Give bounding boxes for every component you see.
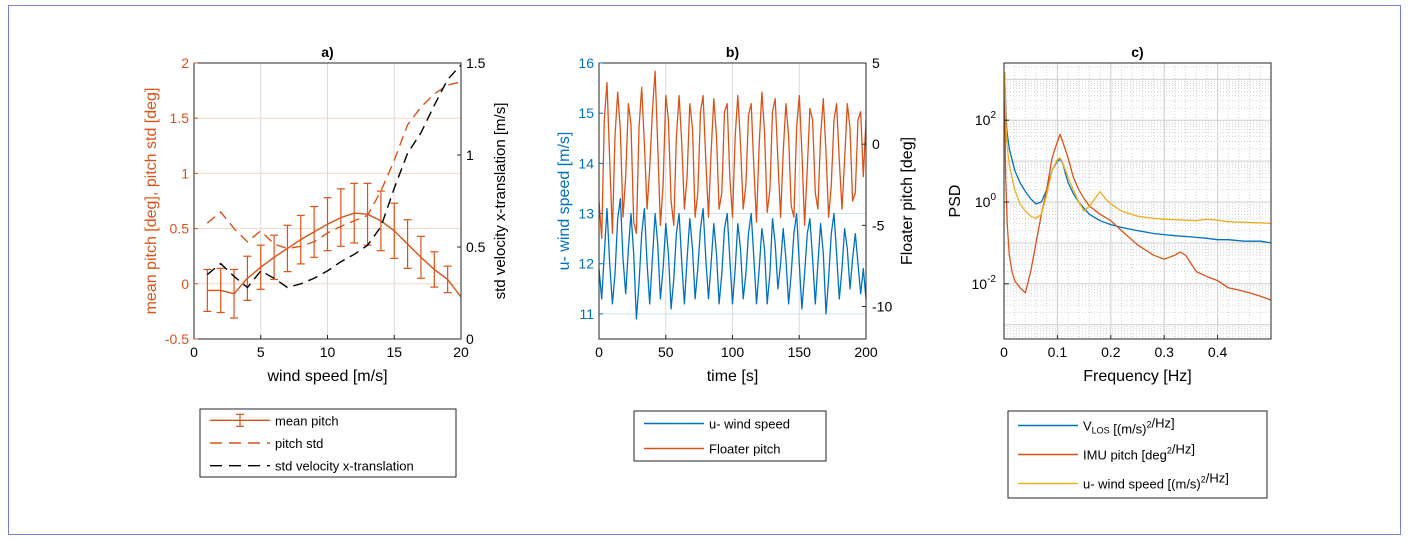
panel-b-yright-tick-label: 5 (872, 55, 880, 71)
panel-b-yleft-label: u- wind speed [m/s] (556, 132, 573, 271)
panel-b-x-tick-label: 200 (854, 344, 878, 360)
panel-c-legend-text-part: LOS (1092, 426, 1110, 436)
panel-c-legend-text-part: IMU pitch [deg (1083, 448, 1167, 463)
panel-b-yright-tick-label: -5 (872, 217, 885, 233)
panel-b-title: b) (726, 44, 739, 60)
panel-c-y-tick-base: 10 (975, 194, 991, 210)
panel-a-legend: mean pitch pitch std std velocity x-transl… (199, 408, 457, 478)
panel-c-legend: VLOS [(m/s)2/Hz]IMU pitch [deg2/Hz]u- wi… (1007, 410, 1268, 499)
panel-a-series-line (207, 212, 462, 298)
panel-c-series-line (1003, 72, 1272, 244)
panel-b-yleft-tick-label: 12 (578, 256, 594, 272)
panel-c-y-tick-exp: 0 (990, 192, 996, 203)
panel-a-yleft-tick-label: 1 (181, 165, 189, 181)
panel-b-yleft-tick-label: 11 (579, 306, 594, 322)
panel-b-series-line (598, 70, 867, 239)
panel-c-y-tick-exp: -2 (987, 274, 996, 285)
panel-b-legend-label: u- wind speed (709, 417, 790, 432)
panel-a-x-label: wind speed [m/s] (266, 368, 387, 385)
panel-b-legend: u- wind speed Floater pitch (633, 410, 827, 462)
panel-a-yleft-tick-label: 2 (181, 55, 189, 71)
panel-c-y-tick-exp: 2 (990, 110, 996, 121)
panel-b-yleft-tick-label: 13 (578, 206, 594, 222)
panel-a-x-tick-label: 15 (386, 344, 402, 360)
panel-a-x-tick-label: 10 (320, 344, 336, 360)
panel-c-y-label: PSD (947, 185, 964, 218)
panel-a-legend-label: pitch std (275, 436, 323, 451)
panel-a-series-line (206, 81, 462, 250)
panel-c-legend-text-part: /Hz] (1152, 416, 1175, 431)
panel-b-yright-label: Floater pitch [deg] (899, 137, 916, 265)
panel-a-yright-tick-label: 0 (466, 331, 474, 347)
panel-c-y-tick-base: 10 (975, 112, 991, 128)
panel-c-x-tick-label: 0.4 (1208, 344, 1228, 360)
panel-c-legend-label: u- wind speed [(m/s)2/Hz] (1083, 471, 1229, 492)
panel-c-x-tick-label: 0 (1000, 344, 1008, 360)
panel-b-yleft-tick-label: 14 (578, 155, 594, 171)
panel-b-legend-box (633, 410, 827, 462)
panel-c-x-tick-label: 0.1 (1048, 344, 1068, 360)
panel-a-yright-tick-label: 1.5 (466, 55, 486, 71)
panel-c-x-tick-label: 0.2 (1101, 344, 1121, 360)
panel-b-x-label: time [s] (707, 368, 759, 385)
panel-a-yright-tick-label: 0.5 (466, 239, 486, 255)
panel-c-y-tick-label: 10-2 (972, 274, 997, 292)
panel-b-yright-tick-label: 0 (872, 136, 880, 152)
panel-c-legend-label: VLOS [(m/s)2/Hz] (1083, 416, 1175, 437)
panel-a-yleft-tick-label: 0 (181, 276, 189, 292)
panel-b-yright-tick-label: -10 (872, 299, 892, 315)
panel-a-x-tick-label: 20 (453, 344, 469, 360)
panel-c-legend-text-part: 2 (1147, 420, 1152, 430)
panel-a-yleft-tick-label: -0.5 (165, 331, 189, 347)
panel-c-y-tick-label: 102 (975, 110, 997, 128)
panel-c-title: c) (1131, 44, 1143, 60)
panel-b-legend-label: Floater pitch (709, 442, 781, 457)
panel-c-legend-text-part: V (1083, 419, 1092, 434)
panel-a-yleft-tick-label: 1.5 (170, 110, 190, 126)
panel-a-x-tick-label: 0 (190, 344, 198, 360)
panel-c-series-line (1003, 72, 1272, 225)
panel-a-yleft-tick-label: 0.5 (170, 221, 190, 237)
panel-a-yleft-label: mean pitch [deg], pitch std [deg] (143, 88, 160, 315)
panel-c-legend-label: IMU pitch [deg2/Hz] (1083, 442, 1195, 463)
panel-b-x-tick-label: 100 (721, 344, 745, 360)
panel-c-y-tick-label: 100 (975, 192, 997, 210)
panel-c-legend-text-part: u- wind speed [(m/s) (1083, 477, 1201, 492)
panel-c-legend-text-part: /Hz] (1206, 471, 1229, 486)
panel-a-x-tick-label: 5 (257, 344, 265, 360)
panel-c-legend-text-part: 2 (1167, 446, 1172, 456)
panel-a-title: a) (321, 44, 333, 60)
panel-c-y-tick-base: 10 (972, 276, 988, 292)
panel-c-legend-text-part: 2 (1201, 475, 1206, 485)
panel-b-series-line (598, 197, 867, 320)
panel-a-yright-tick-label: 1 (466, 147, 474, 163)
panel-b-x-tick-label: 0 (595, 344, 603, 360)
panel-c-legend-text-part: /Hz] (1172, 442, 1195, 457)
figure-frame: 0 5 10 15 20 -0.5 0 0.5 1 1.5 2 0 0.5 1 1.5 a) wind spee… (8, 5, 1401, 535)
panel-a-legend-label: std velocity x-translation (275, 459, 414, 474)
panel-b-yleft-tick-label: 15 (578, 105, 594, 121)
panel-c-legend-text-part: [(m/s) (1110, 422, 1147, 437)
panel-b-x-tick-label: 50 (658, 344, 674, 360)
panel-a-yright-label: std velocity x-translation [m/s] (492, 103, 509, 300)
panel-a-legend-label: mean pitch (275, 413, 339, 428)
panel-b-x-tick-label: 150 (788, 344, 812, 360)
panel-c-series-line (1003, 72, 1272, 301)
panel-c-x-tick-label: 0.3 (1154, 344, 1174, 360)
panel-c-x-label: Frequency [Hz] (1083, 368, 1191, 385)
panel-b-yleft-tick-label: 16 (578, 55, 594, 71)
panel-a-series-line (206, 64, 462, 289)
panel-c-axes-box (1003, 62, 1272, 340)
